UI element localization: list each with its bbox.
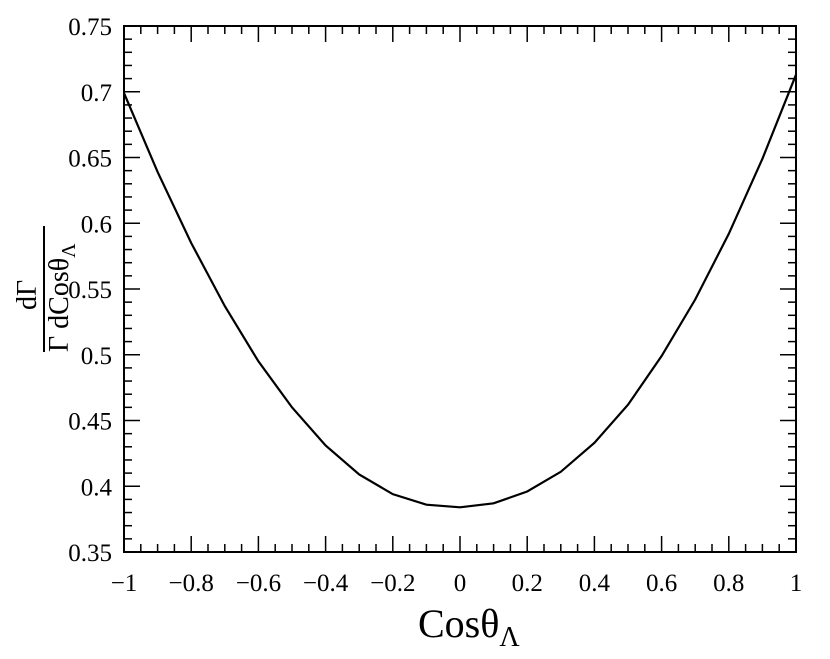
series-curve [122, 74, 798, 509]
y-tick-label: 0.35 [68, 540, 112, 567]
y-tick-label: 0.45 [68, 409, 112, 436]
x-tick-label: −0.4 [303, 570, 349, 597]
x-tick-label: 0.6 [646, 570, 677, 597]
x-tick-label: −1 [111, 570, 138, 597]
y-axis-title-denominator-main: Γ dCosθ [44, 258, 75, 352]
x-axis-title-main: Cosθ [418, 601, 499, 646]
ticks-layer [123, 25, 797, 553]
y-axis-title-numerator: dΓ [12, 280, 43, 310]
y-tick-label: 0.5 [81, 343, 112, 370]
x-axis-title-sub: Λ [499, 622, 520, 653]
y-tick-label: 0.7 [81, 80, 112, 107]
x-axis-title: CosθΛ [418, 601, 520, 653]
x-tick-label: −0.6 [236, 570, 281, 597]
x-tick-label: −0.2 [370, 570, 415, 597]
x-tick-label: 0 [454, 570, 467, 597]
y-tick-label: 0.55 [68, 277, 112, 304]
x-tick-label: 0.4 [579, 570, 611, 597]
y-tick-label: 0.65 [68, 146, 112, 173]
y-axis-title-denominator-sub: Λ [58, 243, 80, 258]
tick-labels-layer: −1 −0.8 −0.6 −0.4 −0.2 0 0.2 0.4 0.6 0.8 1 0.35 0.4 0… [68, 14, 802, 597]
plot-frame [123, 25, 797, 553]
x-tick-label: 0.8 [713, 570, 744, 597]
x-tick-label: −0.8 [169, 570, 214, 597]
y-axis-title: dΓ Γ dCosθΛ [12, 226, 80, 352]
y-tick-label: 0.75 [68, 14, 112, 41]
x-tick-label: 1 [790, 570, 803, 597]
x-tick-label: 0.2 [512, 570, 543, 597]
y-tick-label: 0.4 [81, 474, 113, 501]
y-tick-label: 0.6 [81, 211, 112, 238]
y-axis-title-denominator: Γ dCosθΛ [44, 243, 80, 352]
